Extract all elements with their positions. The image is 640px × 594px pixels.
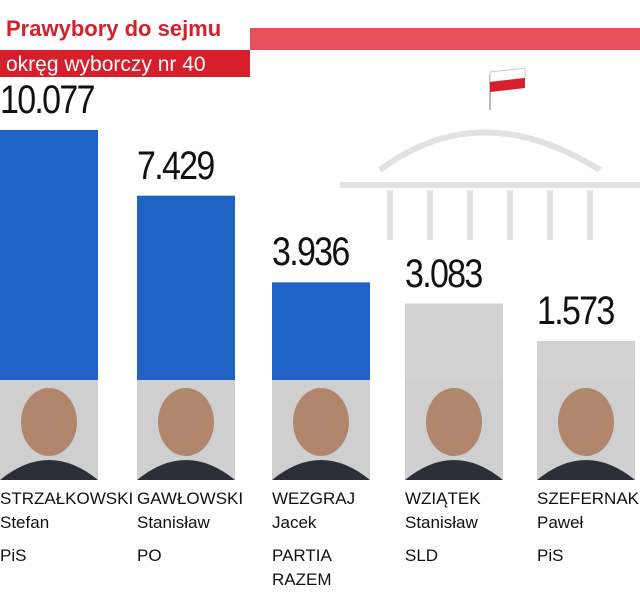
candidate-party: PiS — [537, 546, 564, 565]
candidate-surname: WEZGRAJ — [272, 489, 356, 508]
candidate-first-name: Stanisław — [405, 513, 478, 532]
chart-title: Prawybory do sejmu — [6, 16, 221, 41]
bar — [0, 130, 98, 380]
bar — [272, 282, 370, 380]
photo-body — [0, 460, 98, 480]
subtitle-band — [0, 50, 250, 77]
candidate-first-name: Paweł — [537, 513, 584, 532]
photo-head — [158, 388, 214, 456]
candidate-surname: GAWŁOWSKI — [137, 489, 244, 508]
parliament-drawing — [340, 75, 640, 240]
value-label: 3.083 — [405, 251, 483, 296]
chart-subtitle: okręg wyborczy nr 40 — [6, 53, 206, 76]
photo-head — [21, 388, 77, 456]
photo-head — [558, 388, 614, 456]
bar — [137, 195, 235, 380]
photo-head — [293, 388, 349, 456]
bar — [537, 340, 635, 380]
candidate-surname: WZIĄTEK — [405, 489, 481, 508]
value-label: 10.077 — [0, 78, 95, 122]
candidate-party: PiS — [0, 546, 27, 565]
candidate-first-name: Jacek — [272, 513, 317, 532]
value-label: 3.936 — [272, 230, 350, 275]
candidate-party: SLD — [405, 546, 439, 565]
candidate-surname: STRZAŁKOWSKI — [0, 489, 134, 508]
value-label: 1.573 — [537, 288, 615, 333]
photo-body — [137, 460, 235, 480]
flag-red — [490, 78, 525, 92]
candidate-party: PO — [137, 546, 162, 565]
candidate-surname: SZEFERNAKER — [537, 489, 640, 508]
candidate-first-name: Stanisław — [137, 513, 210, 532]
photo-body — [405, 460, 503, 480]
photo-head — [426, 388, 482, 456]
value-label: 7.429 — [137, 143, 215, 188]
bar — [405, 303, 503, 380]
candidate-first-name: Stefan — [0, 513, 50, 532]
candidate-party: PARTIA RAZEM — [272, 546, 332, 589]
red-stripe — [250, 28, 640, 50]
photo-body — [272, 460, 370, 480]
photo-body — [537, 460, 635, 480]
